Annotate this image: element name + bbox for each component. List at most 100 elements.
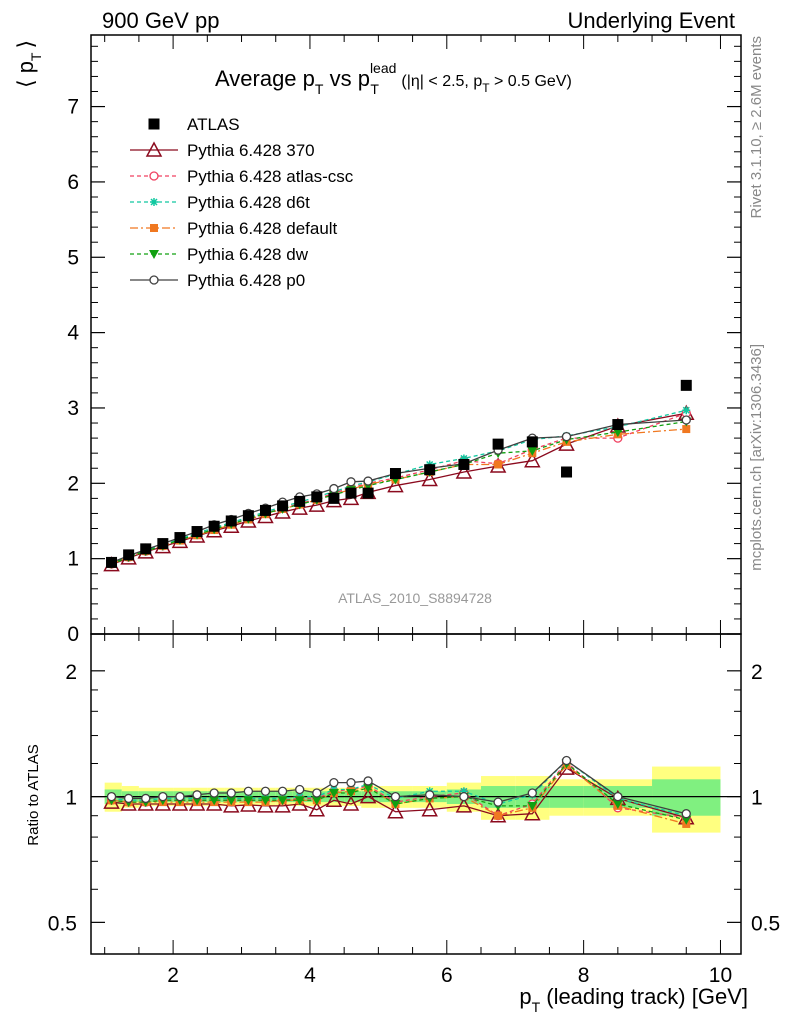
atlas-data-point <box>140 543 152 555</box>
ratio-point-dw <box>311 796 322 806</box>
ratio-y-tick-label-right: 0.5 <box>751 912 780 935</box>
atlas-data-point <box>311 491 323 503</box>
ratio-point-dw <box>363 783 374 793</box>
ratio-point-dw <box>612 800 623 810</box>
y-tick-label: 4 <box>67 322 79 345</box>
analysis-watermark: ATLAS_2010_S8894728 <box>338 590 492 606</box>
legend-marker-dw <box>149 250 159 259</box>
series-point-p370 <box>387 476 404 493</box>
x-tick-label: 10 <box>709 964 732 987</box>
series-point-p0 <box>329 483 339 494</box>
ratio-point-p0 <box>106 791 117 802</box>
ratio-point-dw <box>226 796 237 806</box>
atlas-data-point <box>157 538 169 550</box>
ratio-point-p0 <box>527 788 537 798</box>
y-tick-label: 0 <box>67 623 79 646</box>
ratio-point-p0 <box>158 791 168 802</box>
atlas-data-point <box>458 458 470 470</box>
ratio-panel: 0.5 0.5 1 1 2 2 2 4 6 8 10 Ratio to ATLAS pT (lead… <box>25 633 780 1015</box>
series-point-p0 <box>363 476 373 486</box>
ratio-y-tick-label: 1 <box>65 787 77 810</box>
series-point-p0 <box>346 477 356 487</box>
ratio-point-dw <box>346 789 356 799</box>
legend-label-atlas_csc: Pythia 6.428 atlas-csc <box>187 167 354 186</box>
ratio-point-p370 <box>421 801 438 817</box>
atlas-data-point <box>277 500 289 512</box>
atlas-data-point <box>328 492 340 504</box>
ratio-y-label: Ratio to ATLAS <box>25 744 42 845</box>
series-line-default <box>111 428 687 565</box>
ratio-axes: 0.5 0.5 1 1 2 2 2 4 6 8 10 <box>48 634 780 987</box>
legend-label-d6t: Pythia 6.428 d6t <box>187 193 310 212</box>
atlas-data-point <box>225 515 237 527</box>
atlas-data-point <box>242 510 254 522</box>
ratio-point-p0 <box>277 786 288 796</box>
ratio-point-p0 <box>493 797 503 807</box>
legend-marker-p370 <box>145 141 163 157</box>
series-line-d6t <box>111 409 687 564</box>
ratio-point-p0 <box>613 791 623 802</box>
legend-label-p0: Pythia 6.428 p0 <box>187 271 305 290</box>
ratio-point-dw <box>277 796 288 806</box>
legend-marker-d6t <box>150 198 158 206</box>
ratio-point-p0 <box>329 777 339 788</box>
ratio-point-p0 <box>243 786 254 796</box>
legend-label-atlas: ATLAS <box>187 115 240 134</box>
ratio-point-p0 <box>295 784 305 795</box>
atlas-data-point <box>208 520 220 532</box>
ratio-point-p0 <box>123 793 134 804</box>
ratio-point-dw <box>209 796 220 806</box>
legend-label-default: Pythia 6.428 default <box>187 219 338 238</box>
ratio-point-p0 <box>390 791 401 802</box>
atlas-data-point <box>362 487 374 499</box>
y-tick-label: 5 <box>67 246 79 269</box>
y-tick-label: 2 <box>67 472 79 495</box>
x-tick-label: 6 <box>441 964 453 987</box>
series-point-p0 <box>561 431 572 442</box>
main-panel: 0 1 2 3 4 5 6 7 Average pT vs plead T (|η| < 2.5… <box>13 34 742 646</box>
atlas-data-point <box>492 438 504 450</box>
series-point-d6t <box>682 406 691 415</box>
x-tick-label: 2 <box>167 964 179 987</box>
ratio-point-p370 <box>325 791 343 808</box>
series-point-d6t <box>459 454 468 463</box>
ratio-point-p0 <box>459 791 469 802</box>
ratio-point-p0 <box>681 809 691 819</box>
legend-marker-default <box>150 224 158 232</box>
main-marks <box>103 379 695 572</box>
series-point-p0 <box>681 415 691 425</box>
ratio-point-dw <box>527 801 538 811</box>
ratio-y-tick-label: 0.5 <box>48 912 77 935</box>
atlas-data-point <box>174 532 186 544</box>
atlas-data-point <box>424 464 436 476</box>
main-axes: 0 1 2 3 4 5 6 7 <box>67 35 741 646</box>
atlas-data-point <box>561 466 573 478</box>
series-point-dw <box>527 446 538 456</box>
ratio-point-p0 <box>346 777 356 788</box>
series-point-dw <box>612 428 623 438</box>
ratio-point-dw <box>390 800 401 810</box>
ratio-point-dw <box>260 796 271 806</box>
ratio-point-dw <box>294 796 305 806</box>
ratio-point-p370 <box>308 801 326 817</box>
series-line-dw <box>111 420 687 565</box>
ratio-point-p370 <box>455 797 473 813</box>
y-tick-label: 6 <box>67 171 79 194</box>
ratio-point-p0 <box>363 776 373 786</box>
ratio-point-p0 <box>141 793 151 804</box>
header-left: 900 GeV pp <box>102 8 219 33</box>
ratio-frame <box>90 633 742 955</box>
ratio-y-tick-label-right: 2 <box>751 661 763 684</box>
atlas-data-point <box>680 379 692 391</box>
ratio-point-dw <box>328 789 339 799</box>
legend-marker-p0 <box>149 275 159 285</box>
ratio-point-p0 <box>312 788 322 798</box>
ratio-point-dw <box>681 815 692 825</box>
rivet-label: Rivet 3.1.10, ≥ 2.6M events <box>748 36 765 219</box>
series-point-default <box>682 425 691 434</box>
ratio-point-default <box>494 811 503 820</box>
ratio-point-d6t <box>459 787 468 796</box>
ratio-point-p0 <box>209 788 219 798</box>
atlas-data-point <box>526 436 538 448</box>
